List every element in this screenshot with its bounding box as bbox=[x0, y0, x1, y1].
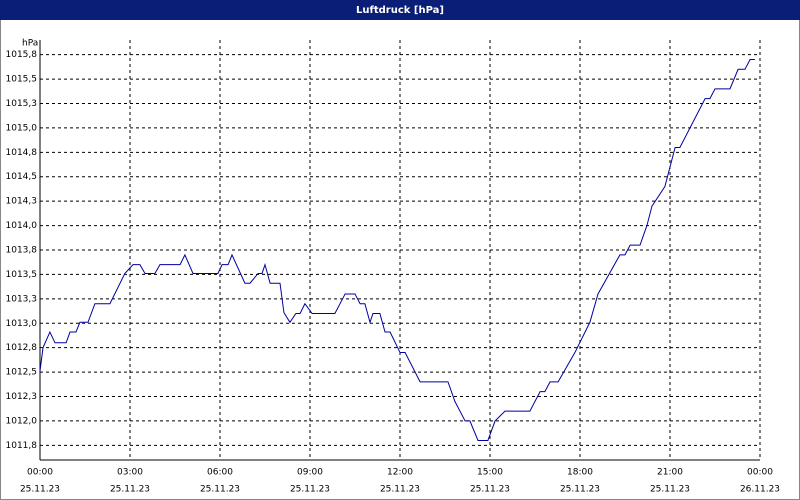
y-tick-label: 1015,0 bbox=[6, 123, 38, 133]
y-tick-label: 1013,5 bbox=[6, 270, 38, 280]
y-tick-label: 1013,3 bbox=[6, 294, 38, 304]
y-tick-label: 1015,8 bbox=[6, 50, 38, 60]
x-tick-date: 25.11.23 bbox=[290, 485, 330, 495]
y-tick-label: 1014,3 bbox=[6, 197, 38, 207]
y-tick-label: 1012,0 bbox=[6, 416, 38, 426]
y-tick-label: 1012,3 bbox=[6, 392, 38, 402]
y-tick-label: 1013,8 bbox=[6, 246, 38, 256]
x-tick-date: 25.11.23 bbox=[200, 485, 240, 495]
x-tick-date: 26.11.23 bbox=[740, 485, 780, 495]
y-tick-label: 1015,3 bbox=[6, 99, 38, 109]
x-tick-label: 00:00 bbox=[27, 468, 53, 478]
x-tick-label: 21:00 bbox=[657, 468, 683, 478]
x-tick-label: 09:00 bbox=[297, 468, 323, 478]
y-tick-label: 1012,8 bbox=[6, 343, 38, 353]
x-tick-date: 25.11.23 bbox=[110, 485, 150, 495]
y-unit: hPa bbox=[22, 39, 38, 49]
title-bar bbox=[0, 0, 800, 20]
x-tick-date: 25.11.23 bbox=[560, 485, 600, 495]
data-line bbox=[39, 59, 755, 441]
x-tick-date: 25.11.23 bbox=[20, 485, 60, 495]
chart-title: Luftdruck [hPa] bbox=[356, 5, 444, 16]
y-tick-label: 1014,8 bbox=[6, 148, 38, 158]
x-tick-label: 03:00 bbox=[117, 468, 143, 478]
y-tick-label: 1015,5 bbox=[6, 75, 38, 85]
x-tick-label: 00:00 bbox=[747, 468, 773, 478]
x-tick-label: 12:00 bbox=[387, 468, 413, 478]
x-tick-date: 25.11.23 bbox=[650, 485, 690, 495]
y-tick-label: 1011,8 bbox=[6, 441, 38, 451]
x-tick-date: 25.11.23 bbox=[380, 485, 420, 495]
y-tick-label: 1014,5 bbox=[6, 172, 38, 182]
y-tick-label: 1013,0 bbox=[6, 319, 38, 329]
y-tick-label: 1014,0 bbox=[6, 221, 38, 231]
x-tick-label: 15:00 bbox=[477, 468, 503, 478]
y-tick-label: 1012,5 bbox=[6, 368, 38, 378]
x-tick-date: 25.11.23 bbox=[470, 485, 510, 495]
x-tick-label: 06:00 bbox=[207, 468, 233, 478]
x-tick-label: 18:00 bbox=[567, 468, 593, 478]
